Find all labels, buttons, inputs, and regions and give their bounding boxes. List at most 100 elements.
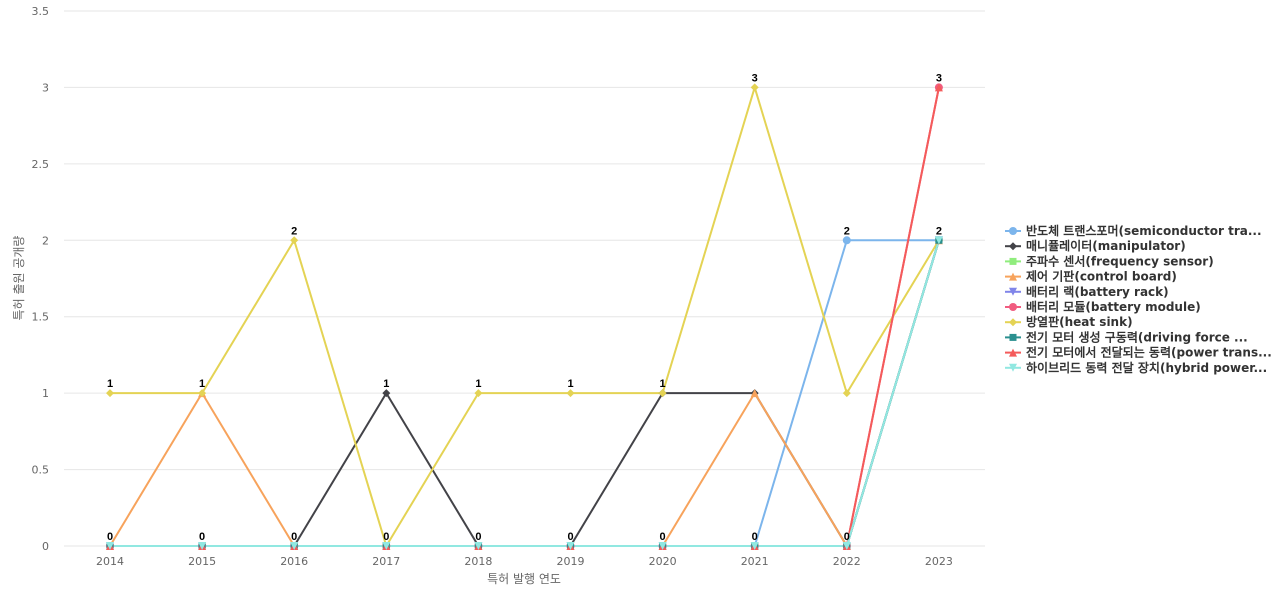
- series-point-9: [658, 542, 667, 550]
- x-tick-label: 2020: [649, 555, 677, 568]
- series-point-9: [750, 542, 759, 550]
- legend-item[interactable]: 제어 기판(control board): [1005, 269, 1177, 284]
- y-axis-ticks: 0 0.5 1 1.5 2 2.5 3 3.5: [32, 5, 50, 553]
- data-label: 1: [475, 378, 481, 390]
- legend-marker: [1009, 363, 1017, 372]
- data-label: 0: [567, 531, 573, 543]
- legend-label: 하이브리드 동력 전달 장치(hybrid power...: [1026, 360, 1267, 375]
- data-label: 0: [844, 531, 850, 543]
- y-tick-label: 0.5: [32, 464, 50, 477]
- y-axis-title: 특허 출원 공개량: [12, 236, 26, 321]
- legend-item[interactable]: 매니퓰레이터(manipulator): [1005, 238, 1186, 253]
- series-line-9[interactable]: [110, 239, 940, 547]
- data-label: 2: [844, 225, 850, 237]
- series-point-1: [382, 389, 391, 398]
- legend-label: 전기 모터 생성 구동력(driving force ...: [1026, 329, 1248, 344]
- series-point-3: [750, 389, 759, 398]
- series-point-9: [290, 542, 299, 550]
- series-point-6: [198, 389, 207, 398]
- data-label: 3: [752, 72, 758, 84]
- series-point-8: [934, 83, 943, 92]
- series-point-9: [106, 542, 114, 550]
- data-label: 0: [752, 531, 758, 543]
- data-label: 2: [291, 225, 297, 237]
- legend-item[interactable]: 주파수 센서(frequency sensor): [1005, 253, 1214, 268]
- data-label: 0: [660, 531, 666, 543]
- data-label: 0: [383, 531, 389, 543]
- series-point-9: [474, 542, 483, 550]
- series-markers: [106, 83, 943, 550]
- legend-item[interactable]: 전기 모터 생성 구동력(driving force ...: [1005, 329, 1248, 344]
- x-tick-label: 2018: [464, 555, 492, 568]
- data-label: 0: [199, 531, 205, 543]
- grid-lines: [64, 10, 985, 547]
- legend-label: 배터리 모듈(battery module): [1026, 299, 1201, 314]
- x-axis-ticks: 2014 2015 2016 2017 2018 2019 2020 2021 2022 2023: [96, 555, 953, 568]
- data-label: 1: [660, 378, 666, 390]
- legend-label: 반도체 트랜스포머(semiconductor tra...: [1026, 223, 1262, 238]
- series-point-6: [106, 389, 114, 398]
- data-label: 1: [199, 378, 205, 390]
- series-line-6[interactable]: [110, 86, 940, 547]
- legend-item[interactable]: 전기 모터에서 전달되는 동력(power trans...: [1005, 345, 1272, 360]
- series-lines: [109, 86, 940, 547]
- x-axis-title: 특허 발행 연도: [487, 571, 561, 586]
- y-tick-label: 3.5: [32, 5, 50, 18]
- legend[interactable]: 반도체 트랜스포머(semiconductor tra...매니퓰레이터(man…: [1005, 223, 1272, 375]
- data-label: 1: [383, 378, 389, 390]
- series-point-0: [842, 236, 851, 245]
- legend-marker: [1009, 318, 1017, 327]
- x-tick-label: 2021: [741, 555, 769, 568]
- data-label: 0: [475, 531, 481, 543]
- series-point-6: [290, 236, 299, 245]
- legend-label: 매니퓰레이터(manipulator): [1026, 238, 1186, 253]
- series-point-9: [842, 542, 851, 550]
- y-tick-label: 3: [42, 81, 49, 94]
- legend-item[interactable]: 방열판(heat sink): [1005, 314, 1133, 329]
- legend-item[interactable]: 하이브리드 동력 전달 장치(hybrid power...: [1005, 360, 1267, 375]
- legend-item[interactable]: 배터리 모듈(battery module): [1005, 299, 1201, 314]
- series-point-9: [934, 236, 943, 245]
- x-tick-label: 2015: [188, 555, 216, 568]
- data-label: 2: [936, 225, 942, 237]
- legend-marker: [1009, 303, 1017, 311]
- legend-marker: [1009, 242, 1017, 251]
- data-label: 0: [107, 531, 113, 543]
- y-tick-label: 2: [42, 234, 49, 247]
- legend-label: 배터리 랙(battery rack): [1026, 284, 1169, 299]
- x-tick-label: 2022: [833, 555, 861, 568]
- legend-marker: [1009, 348, 1017, 357]
- y-tick-label: 0: [42, 540, 49, 553]
- series-point-9: [198, 542, 207, 550]
- x-tick-label: 2023: [925, 555, 953, 568]
- data-label: 0: [291, 531, 297, 543]
- legend-marker: [1009, 272, 1017, 281]
- x-tick-label: 2014: [96, 555, 124, 568]
- legend-item[interactable]: 배터리 랙(battery rack): [1005, 284, 1169, 299]
- legend-marker: [1009, 257, 1017, 265]
- x-tick-label: 2017: [372, 555, 400, 568]
- data-label: 1: [107, 378, 113, 390]
- legend-marker: [1009, 227, 1017, 235]
- legend-label: 주파수 센서(frequency sensor): [1026, 253, 1214, 268]
- legend-marker: [1009, 333, 1017, 341]
- legend-label: 제어 기판(control board): [1026, 269, 1177, 284]
- series-point-9: [566, 542, 575, 550]
- y-tick-label: 1: [42, 387, 49, 400]
- legend-label: 방열판(heat sink): [1026, 314, 1133, 329]
- x-tick-label: 2016: [280, 555, 308, 568]
- legend-marker: [1009, 287, 1017, 296]
- data-label: 1: [567, 378, 573, 390]
- series-point-6: [474, 389, 483, 398]
- data-labels: 1 1 2 1 1 1 1 3 2 3 0 0 0 0 0 0 0 0 0 2: [107, 72, 942, 543]
- series-point-6: [750, 83, 759, 92]
- legend-item[interactable]: 반도체 트랜스포머(semiconductor tra...: [1005, 223, 1262, 238]
- series-point-6: [658, 389, 667, 398]
- y-tick-label: 1.5: [32, 311, 50, 324]
- legend-label: 전기 모터에서 전달되는 동력(power trans...: [1026, 345, 1272, 360]
- data-label: 3: [936, 72, 942, 84]
- series-point-6: [842, 389, 851, 398]
- series-point-6: [566, 389, 575, 398]
- series-point-9: [382, 542, 391, 550]
